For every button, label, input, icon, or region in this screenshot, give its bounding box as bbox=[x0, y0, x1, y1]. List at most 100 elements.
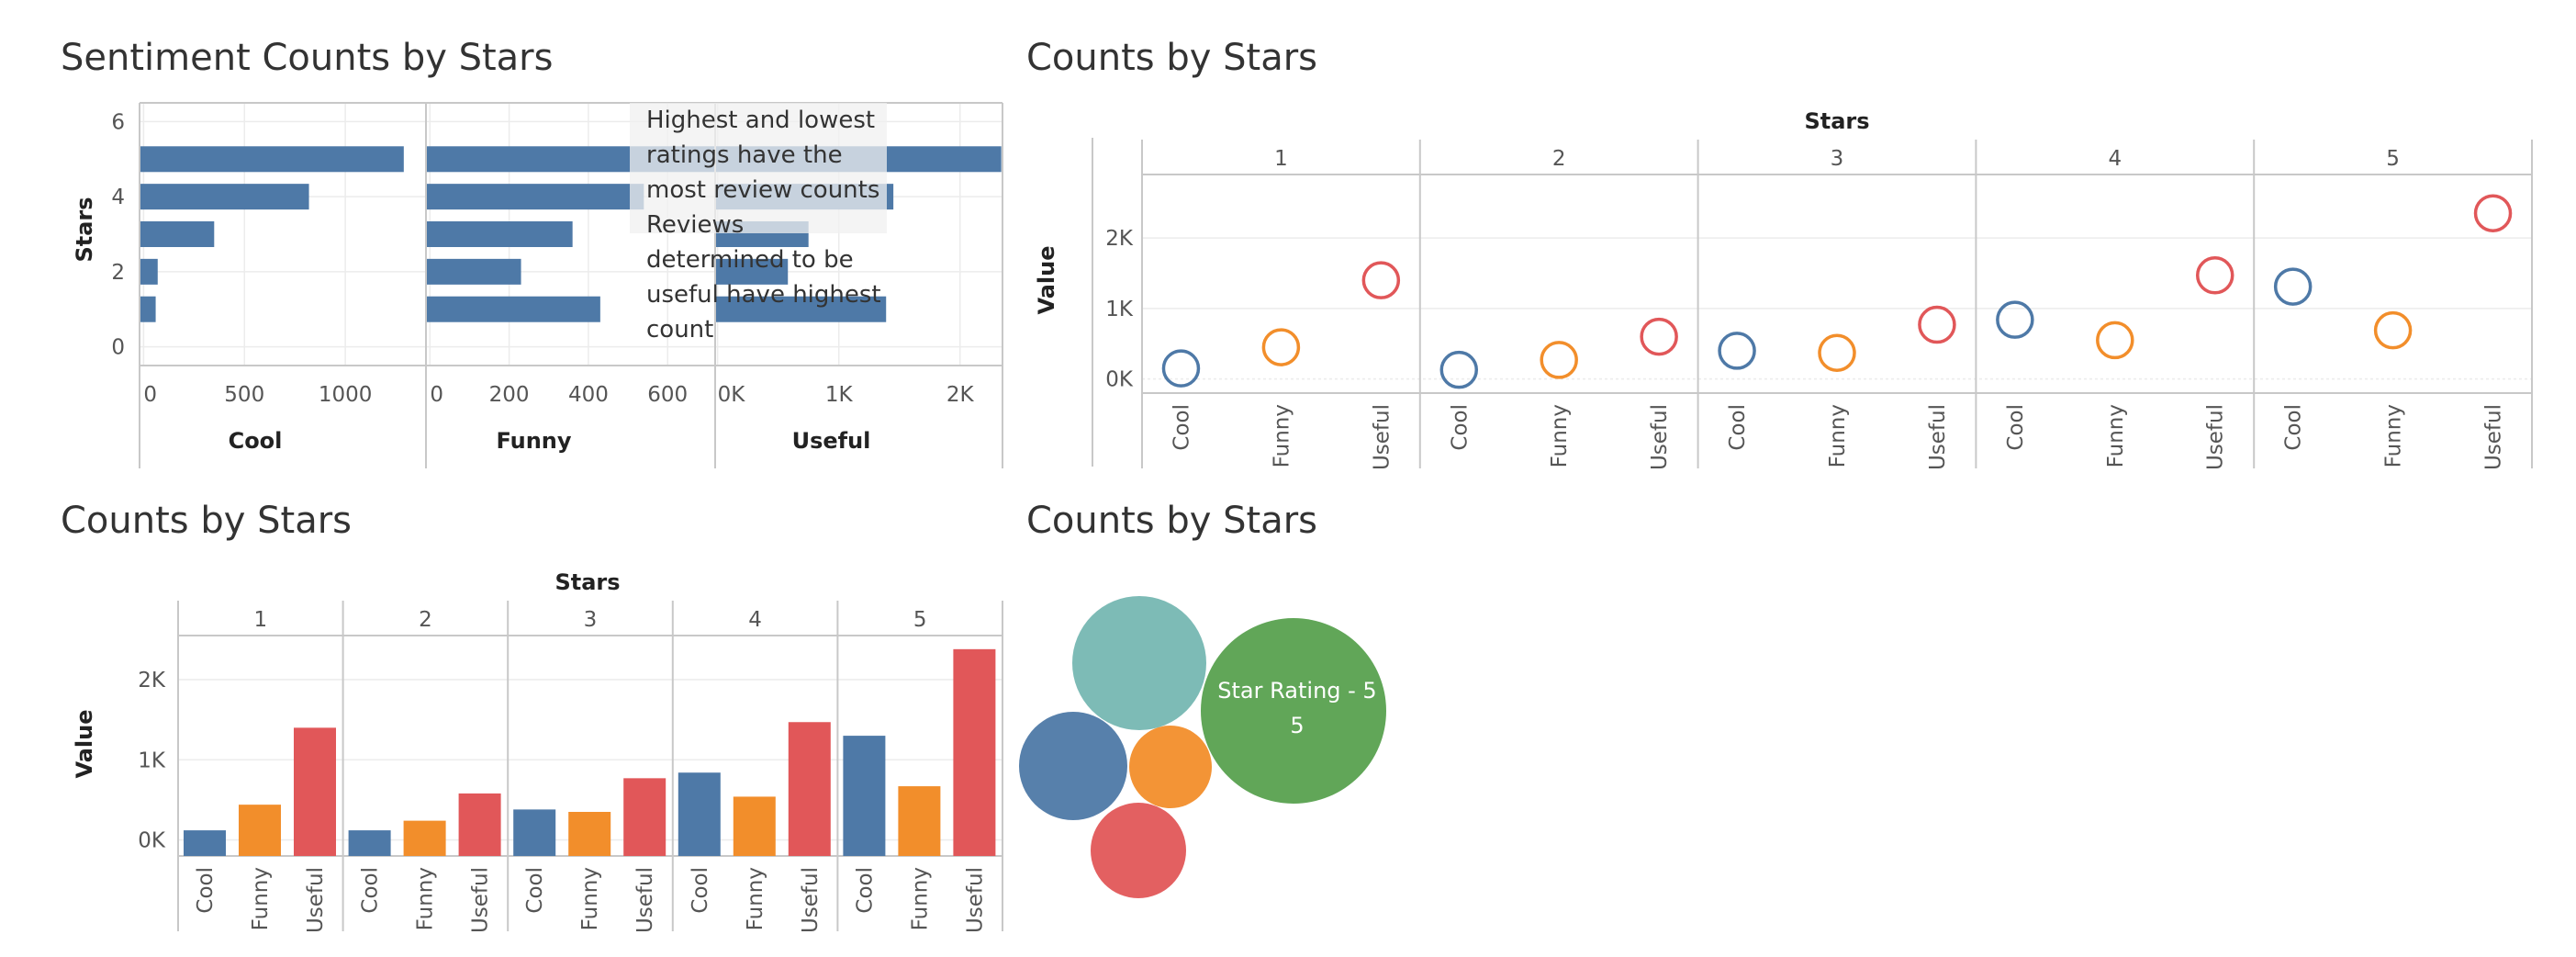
annotation-line: determined to be bbox=[646, 246, 854, 274]
y-tick-label: 0K bbox=[1105, 368, 1134, 392]
scatter-point bbox=[1161, 349, 1201, 388]
annotation-text: Highest and lowest ratings have the most… bbox=[646, 103, 885, 347]
x-tick-label: 0 bbox=[143, 383, 157, 407]
bar bbox=[348, 830, 391, 856]
column-header-label: 4 bbox=[748, 608, 762, 632]
x-tick-label: 500 bbox=[224, 383, 264, 407]
bar bbox=[788, 722, 831, 856]
bar bbox=[513, 809, 556, 856]
scatter-point bbox=[1540, 341, 1578, 379]
scatter-point bbox=[1361, 261, 1401, 299]
x-axis-title: Useful bbox=[792, 428, 871, 454]
y-axis-title: Value bbox=[72, 709, 97, 778]
bar bbox=[403, 820, 446, 856]
y-tick-label: 0 bbox=[111, 336, 125, 360]
bar bbox=[140, 184, 309, 210]
scatter-point bbox=[1996, 300, 2034, 339]
x-tick-label: 0 bbox=[430, 383, 443, 407]
bar bbox=[140, 296, 156, 322]
x-tick-label: Funny bbox=[744, 867, 767, 930]
x-tick-label: 0K bbox=[718, 383, 746, 407]
y-tick-label: 0K bbox=[138, 829, 166, 853]
bar bbox=[733, 796, 776, 856]
x-tick-label: Useful bbox=[1648, 404, 1672, 470]
bar bbox=[458, 793, 501, 856]
column-header-label: 1 bbox=[253, 608, 267, 632]
scatter-point bbox=[2473, 194, 2513, 232]
x-tick-label: Funny bbox=[908, 867, 932, 930]
bar bbox=[426, 221, 573, 247]
column-header-label: 5 bbox=[2386, 147, 2400, 171]
bar bbox=[426, 296, 600, 322]
scatter-point bbox=[1818, 333, 1856, 372]
x-tick-label: Funny bbox=[249, 867, 273, 930]
x-tick-label: Cool bbox=[1726, 404, 1750, 451]
x-tick-label: Useful bbox=[2482, 404, 2506, 470]
column-header-label: 3 bbox=[1831, 147, 1844, 171]
annotation-line: Highest and lowest bbox=[646, 107, 876, 134]
bar bbox=[426, 184, 644, 210]
annotation-line: ratings have the bbox=[646, 141, 843, 169]
column-header-title: Stars bbox=[1804, 108, 1869, 134]
x-tick-label: Useful bbox=[1370, 404, 1394, 470]
y-tick-label: 1K bbox=[138, 749, 166, 772]
bar bbox=[715, 258, 789, 285]
scatter-chart-title: Counts by Stars bbox=[1026, 37, 1317, 79]
column-header-title: Stars bbox=[554, 569, 620, 595]
y-tick-label: 2K bbox=[1105, 227, 1134, 251]
x-tick-label: Funny bbox=[578, 867, 602, 930]
bubble bbox=[1201, 618, 1386, 804]
x-tick-label: Cool bbox=[689, 867, 712, 914]
counts-bubble-chart[interactable]: Star Rating - 5 5 bbox=[1019, 478, 1570, 957]
counts-bar-chart[interactable]: Stars 0K 1K 2K Value 1 Cool Funny Useful 2 Cool Fun… bbox=[0, 478, 1019, 957]
scatter-point bbox=[1261, 328, 1301, 366]
counts-scatter-chart[interactable]: Stars 0K 1K 2K Value 1 Cool Funny Useful 2 Cool Fun… bbox=[1019, 0, 2576, 478]
x-tick-label: Funny bbox=[414, 867, 438, 930]
bar bbox=[239, 805, 281, 856]
x-tick-label: Useful bbox=[799, 867, 823, 933]
column-header-label: 1 bbox=[1274, 147, 1288, 171]
x-tick-label: 200 bbox=[489, 383, 530, 407]
bar bbox=[568, 812, 611, 856]
y-tick-label: 1K bbox=[1105, 298, 1134, 321]
bar bbox=[953, 648, 996, 856]
scatter-point bbox=[2273, 267, 2313, 306]
bar-chart-title: Counts by Stars bbox=[61, 500, 352, 542]
bar bbox=[140, 146, 404, 173]
annotation-line: most review counts bbox=[646, 176, 880, 204]
x-tick-label: Useful bbox=[2204, 404, 2228, 470]
x-tick-label: Useful bbox=[469, 867, 493, 933]
scatter-point bbox=[1439, 350, 1479, 389]
scatter-point bbox=[1918, 305, 1956, 344]
bar bbox=[678, 772, 721, 856]
x-tick-label: Useful bbox=[633, 867, 657, 933]
y-tick-label: 6 bbox=[111, 110, 125, 134]
x-tick-label: 1000 bbox=[319, 383, 373, 407]
y-axis-title: Stars bbox=[72, 197, 97, 262]
sentiment-chart-title: Sentiment Counts by Stars bbox=[61, 37, 554, 79]
x-tick-label: Cool bbox=[1448, 404, 1472, 451]
scatter-point bbox=[1718, 332, 1756, 370]
sentiment-hbar-chart[interactable]: 0 2 4 6 Stars 0 500 1000 Cool 0 200 400 600 Funny 0K 1K… bbox=[0, 0, 1019, 478]
bar bbox=[426, 258, 521, 285]
column-header-label: 2 bbox=[1552, 147, 1566, 171]
bar bbox=[140, 221, 215, 247]
x-axis-title: Funny bbox=[496, 428, 571, 454]
annotation-line: Reviews bbox=[646, 211, 745, 239]
bar bbox=[294, 727, 336, 856]
x-tick-label: Cool bbox=[194, 867, 218, 914]
y-axis-title: Value bbox=[1034, 245, 1059, 314]
bubble bbox=[1019, 712, 1127, 820]
x-tick-label: 600 bbox=[647, 383, 688, 407]
scatter-point bbox=[2195, 256, 2234, 295]
scatter-point bbox=[2096, 321, 2134, 360]
x-tick-label: Cool bbox=[523, 867, 547, 914]
bubble bbox=[1129, 726, 1212, 808]
x-tick-label: Cool bbox=[359, 867, 383, 914]
bubble bbox=[1091, 803, 1186, 898]
bar bbox=[843, 736, 886, 856]
x-tick-label: 2K bbox=[946, 383, 975, 407]
scatter-point bbox=[2373, 310, 2413, 350]
bar bbox=[898, 786, 941, 856]
y-tick-label: 4 bbox=[111, 186, 125, 209]
